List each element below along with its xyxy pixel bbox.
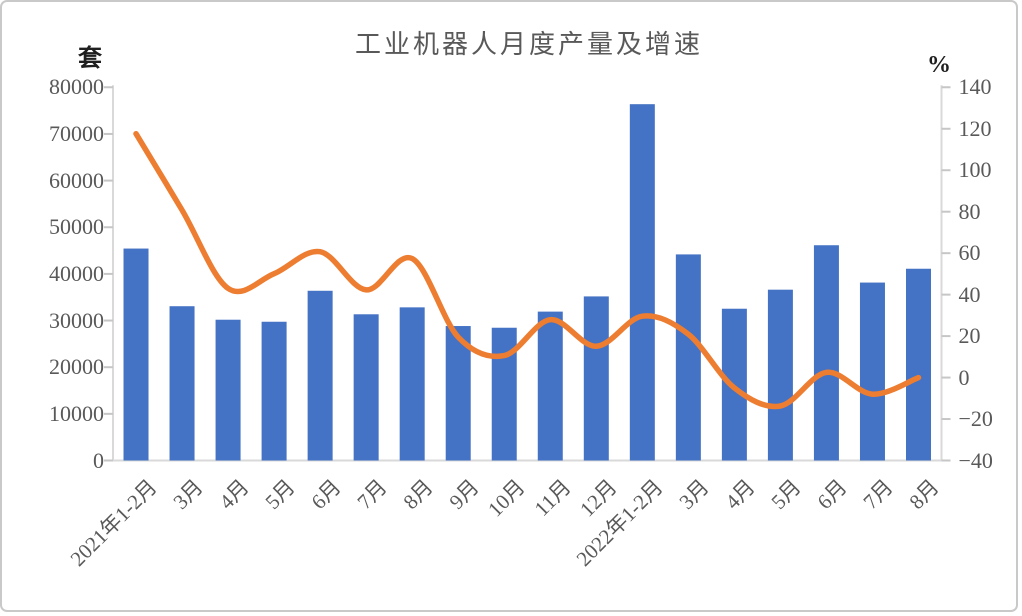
production-bar	[491, 327, 517, 461]
right-axis-tick-label: 0	[958, 364, 970, 390]
production-bar	[859, 282, 885, 461]
left-axis-tick-label: 10000	[49, 400, 104, 426]
left-axis-unit-label: 套	[78, 46, 102, 72]
left-axis-tick-label: 0	[93, 447, 104, 473]
production-bar	[905, 268, 931, 461]
right-axis-tick-label: 60	[958, 240, 981, 266]
production-bar	[629, 104, 655, 461]
left-axis-tick-label: 70000	[49, 120, 104, 146]
right-axis-tick-label: 80	[958, 198, 981, 224]
left-axis-tick-label: 80000	[49, 74, 104, 100]
left-axis-tick-label: 60000	[49, 167, 104, 193]
right-axis-unit-label: %	[927, 52, 951, 78]
production-bar	[399, 307, 425, 461]
left-axis-tick-label: 30000	[49, 307, 104, 333]
left-axis-tick-label: 20000	[49, 354, 104, 380]
right-axis-tick-label: −20	[958, 406, 993, 432]
production-bar	[537, 311, 563, 461]
right-axis-tick-label: −40	[958, 447, 993, 473]
production-bar	[261, 321, 287, 461]
left-axis-tick-label: 40000	[49, 260, 104, 286]
growth-line	[133, 130, 922, 410]
production-bar	[307, 290, 333, 461]
right-axis-tick-label: 140	[958, 74, 992, 100]
production-bar	[445, 326, 471, 461]
production-bar	[353, 314, 379, 461]
chart-title: 工业机器人月度产量及增速	[354, 30, 703, 59]
right-axis-tick-label: 100	[958, 157, 992, 183]
left-axis-tick-label: 50000	[49, 214, 104, 240]
production-bar	[123, 248, 149, 461]
production-bar	[675, 254, 701, 461]
production-bar	[813, 245, 839, 461]
production-bar	[215, 319, 241, 461]
production-bar	[767, 289, 793, 461]
production-bar	[169, 306, 195, 461]
right-axis-tick-label: 20	[958, 323, 981, 349]
right-axis-tick-label: 40	[958, 281, 981, 307]
right-axis-tick-label: 120	[958, 115, 992, 141]
production-bar	[583, 296, 609, 461]
